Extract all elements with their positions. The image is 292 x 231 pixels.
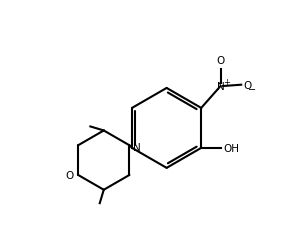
Text: N: N [217, 82, 225, 92]
Text: O: O [244, 80, 252, 90]
Text: N: N [133, 142, 140, 152]
Text: −: − [248, 84, 256, 94]
Text: O: O [66, 170, 74, 180]
Text: O: O [216, 55, 225, 65]
Text: +: + [223, 78, 230, 86]
Text: OH: OH [223, 143, 239, 153]
